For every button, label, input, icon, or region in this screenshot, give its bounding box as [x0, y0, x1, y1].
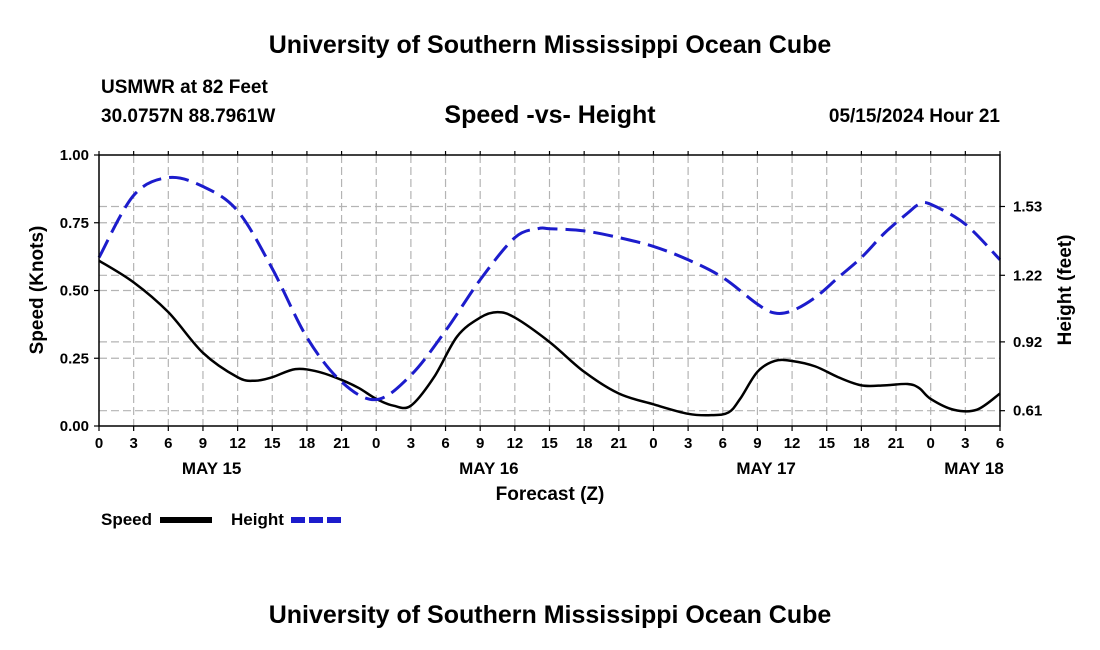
legend-height-label: Height	[231, 510, 284, 529]
x-tick-label: 6	[441, 435, 449, 452]
x-tick-label: 9	[199, 435, 207, 452]
x-tick-label: 15	[264, 435, 281, 452]
x-tick-label: 12	[784, 435, 801, 452]
speed-line	[98, 259, 1001, 417]
x-tick-label: 6	[164, 435, 172, 452]
x-tick-label: 3	[129, 435, 137, 452]
forecast-datetime: 05/15/2024 Hour 21	[828, 106, 1000, 127]
x-tick-label: 0	[372, 435, 380, 452]
x-tick-label: 9	[753, 435, 761, 452]
axes: 0 3 6 9 12 15 18 21 0 3 6 9 12 15 18 21 0 3 6 9 12 15 18 21 0 3 60…	[60, 147, 1042, 478]
date-label: MAY 17	[736, 459, 796, 478]
y-tick-label: 1.00	[60, 147, 89, 164]
date-label: MAY 15	[182, 459, 242, 478]
series-lines	[97, 175, 1002, 417]
x-tick-label: 18	[299, 435, 316, 452]
x-tick-label: 9	[476, 435, 484, 452]
x-tick-label: 3	[961, 435, 969, 452]
grid-lines	[99, 155, 1000, 426]
x-tick-label: 15	[818, 435, 835, 452]
y-tick-label: 0.75	[60, 215, 89, 232]
x-tick-label: 12	[229, 435, 246, 452]
x-tick-label: 18	[576, 435, 593, 452]
x-tick-label: 3	[684, 435, 692, 452]
y-axis-title: Speed (Knots)	[27, 226, 48, 355]
y2-axis-title: Height (feet)	[1055, 235, 1076, 346]
x-tick-label: 18	[853, 435, 870, 452]
x-tick-label: 3	[407, 435, 415, 452]
y2-tick-label: 1.22	[1013, 267, 1042, 284]
x-tick-label: 0	[95, 435, 103, 452]
height-line	[97, 175, 1002, 402]
x-tick-label: 15	[541, 435, 558, 452]
chart-title: Speed -vs- Height	[444, 101, 656, 129]
y2-tick-label: 0.61	[1013, 403, 1042, 420]
x-tick-label: 21	[610, 435, 627, 452]
page-title: University of Southern Mississippi Ocean…	[268, 31, 832, 59]
x-tick-label: 0	[649, 435, 657, 452]
y-tick-label: 0.25	[60, 350, 89, 367]
station-label: USMWR at 82 Feet	[101, 77, 268, 98]
x-tick-label: 21	[333, 435, 350, 452]
footer-title: University of Southern Mississippi Ocean…	[268, 601, 832, 629]
x-tick-label: 21	[888, 435, 905, 452]
date-label: MAY 18	[944, 459, 1004, 478]
x-tick-label: 0	[927, 435, 935, 452]
x-tick-label: 6	[996, 435, 1004, 452]
legend: Speed Height	[101, 510, 343, 529]
x-tick-label: 12	[507, 435, 524, 452]
x-axis-title: Forecast (Z)	[496, 484, 605, 505]
legend-speed-label: Speed	[101, 510, 152, 529]
y-tick-label: 0.00	[60, 418, 89, 435]
date-label: MAY 16	[459, 459, 519, 478]
y2-tick-label: 0.92	[1013, 334, 1042, 351]
y-tick-label: 0.50	[60, 283, 89, 300]
station-coords: 30.0757N 88.7961W	[101, 106, 276, 127]
x-tick-label: 6	[719, 435, 727, 452]
y2-tick-label: 1.53	[1013, 198, 1042, 215]
